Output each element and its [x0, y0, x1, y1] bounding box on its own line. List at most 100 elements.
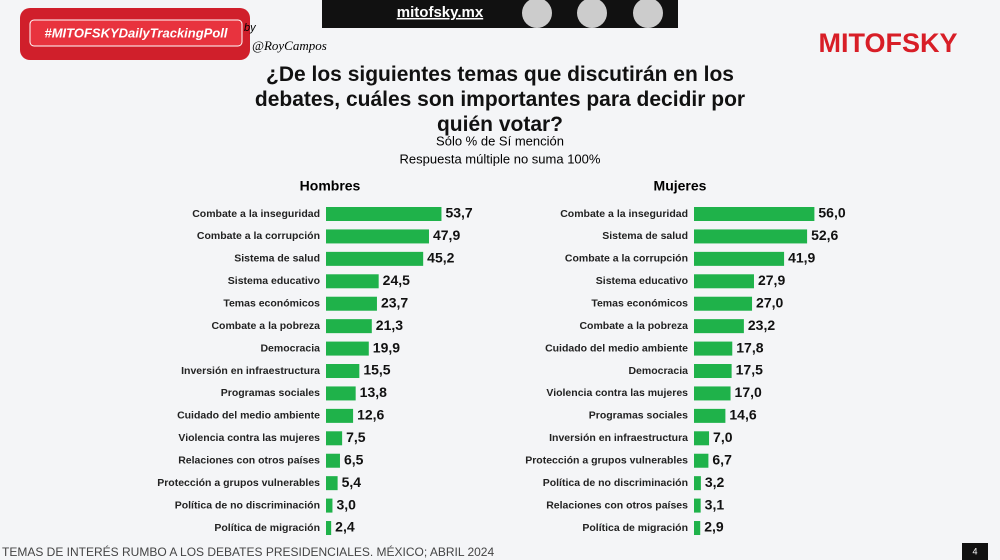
- category-label: Violencia contra las mujeres: [178, 432, 320, 444]
- category-label: Cuidado del medio ambiente: [545, 342, 688, 354]
- bar: [694, 274, 754, 289]
- value-label: 5,4: [342, 474, 362, 490]
- category-label: Sistema educativo: [596, 275, 688, 287]
- category-label: Combate a la inseguridad: [560, 208, 688, 220]
- bar: [326, 476, 338, 491]
- by: by: [244, 22, 257, 34]
- value-label: 17,0: [735, 384, 762, 400]
- top-bar: [322, 0, 678, 28]
- category-label: Política de migración: [214, 522, 320, 534]
- category-label: Programas sociales: [221, 387, 320, 399]
- value-label: 14,6: [729, 407, 756, 423]
- category-label: Combate a la inseguridad: [192, 208, 320, 220]
- category-label: Temas económicos: [223, 298, 320, 310]
- value-label: 17,5: [736, 362, 763, 378]
- category-label: Combate a la corrupción: [565, 253, 688, 265]
- bar: [326, 319, 372, 334]
- category-label: Combate a la pobreza: [211, 320, 320, 332]
- bar: [694, 319, 744, 334]
- bar: [694, 386, 731, 401]
- bar: [694, 251, 785, 266]
- bar: [694, 521, 701, 536]
- category-label: Protección a grupos vulnerables: [525, 455, 688, 467]
- value-label: 45,2: [427, 250, 454, 266]
- category-label: Democracia: [260, 342, 320, 354]
- title: ¿De los siguientes temas que discutirán …: [254, 63, 746, 136]
- youtube-icon[interactable]: [633, 0, 663, 28]
- bar: [694, 207, 815, 221]
- x-icon[interactable]: [522, 0, 552, 28]
- bar: [326, 274, 379, 289]
- bar: [694, 431, 710, 446]
- value-label: 19,9: [373, 339, 400, 355]
- chart-title: Mujeres: [654, 178, 707, 194]
- hashtag: #MITOFSKYDailyTrackingPoll: [44, 25, 227, 40]
- bar: [694, 498, 701, 513]
- bar: [694, 364, 732, 379]
- category-label: Temas económicos: [591, 298, 688, 310]
- category-label: Sistema educativo: [228, 275, 320, 287]
- category-label: Política de no discriminación: [175, 499, 320, 511]
- chart-title: Hombres: [300, 178, 361, 194]
- category-label: Democracia: [628, 365, 688, 377]
- value-label: 21,3: [376, 317, 403, 333]
- value-label: 24,5: [383, 272, 410, 288]
- category-label: Programas sociales: [589, 410, 688, 422]
- value-label: 47,9: [433, 227, 460, 243]
- value-label: 3,2: [705, 474, 725, 490]
- bar: [326, 386, 356, 401]
- category-label: Política de no discriminación: [543, 477, 688, 489]
- bar: [326, 453, 340, 468]
- site-link[interactable]: mitofsky.mx: [397, 4, 484, 21]
- category-label: Sistema de salud: [234, 253, 320, 265]
- value-label: 23,7: [381, 294, 408, 310]
- value-label: 2,4: [335, 519, 355, 535]
- bar: [694, 453, 709, 468]
- category-label: Combate a la corrupción: [197, 230, 320, 242]
- bar: [326, 408, 354, 423]
- brand-logo: MITOFSKY: [818, 28, 957, 58]
- category-label: Inversión en infraestructura: [181, 365, 320, 377]
- author: @RoyCampos: [252, 38, 327, 53]
- subtitle: Sólo % de Sí mención: [436, 133, 564, 148]
- value-label: 12,6: [357, 407, 384, 423]
- bar: [694, 341, 733, 356]
- value-label: 13,8: [360, 384, 387, 400]
- value-label: 7,5: [346, 429, 366, 445]
- category-label: Protección a grupos vulnerables: [157, 477, 320, 489]
- value-label: 3,1: [705, 496, 725, 512]
- value-label: 7,0: [713, 429, 733, 445]
- category-label: Cuidado del medio ambiente: [177, 410, 320, 422]
- value-label: 56,0: [818, 205, 845, 221]
- hashtag-box: [29, 19, 243, 47]
- page-box: [962, 543, 988, 560]
- bar: [694, 296, 753, 311]
- value-label: 6,7: [712, 451, 732, 467]
- subtitle: Respuesta múltiple no suma 100%: [400, 151, 601, 166]
- value-label: 2,9: [704, 519, 724, 535]
- bar: [326, 521, 332, 536]
- category-label: Inversión en infraestructura: [549, 432, 688, 444]
- value-label: 3,0: [336, 496, 356, 512]
- category-label: Relaciones con otros países: [178, 455, 320, 467]
- value-label: 23,2: [748, 317, 775, 333]
- value-label: 6,5: [344, 451, 364, 467]
- category-label: Política de migración: [582, 522, 688, 534]
- value-label: 15,5: [363, 362, 390, 378]
- facebook-icon[interactable]: [577, 0, 607, 28]
- bar: [694, 408, 726, 423]
- page-number: 4: [972, 546, 977, 556]
- value-label: 53,7: [445, 205, 472, 221]
- bar: [326, 341, 369, 356]
- value-label: 41,9: [788, 250, 815, 266]
- bar: [326, 498, 333, 513]
- bar: [694, 229, 808, 244]
- bar: [694, 476, 701, 491]
- category-label: Violencia contra las mujeres: [546, 387, 688, 399]
- category-label: Combate a la pobreza: [579, 320, 688, 332]
- value-label: 52,6: [811, 227, 838, 243]
- footer-source: TEMAS DE INTERÉS RUMBO A LOS DEBATES PRE…: [2, 544, 494, 559]
- value-label: 27,0: [756, 294, 783, 310]
